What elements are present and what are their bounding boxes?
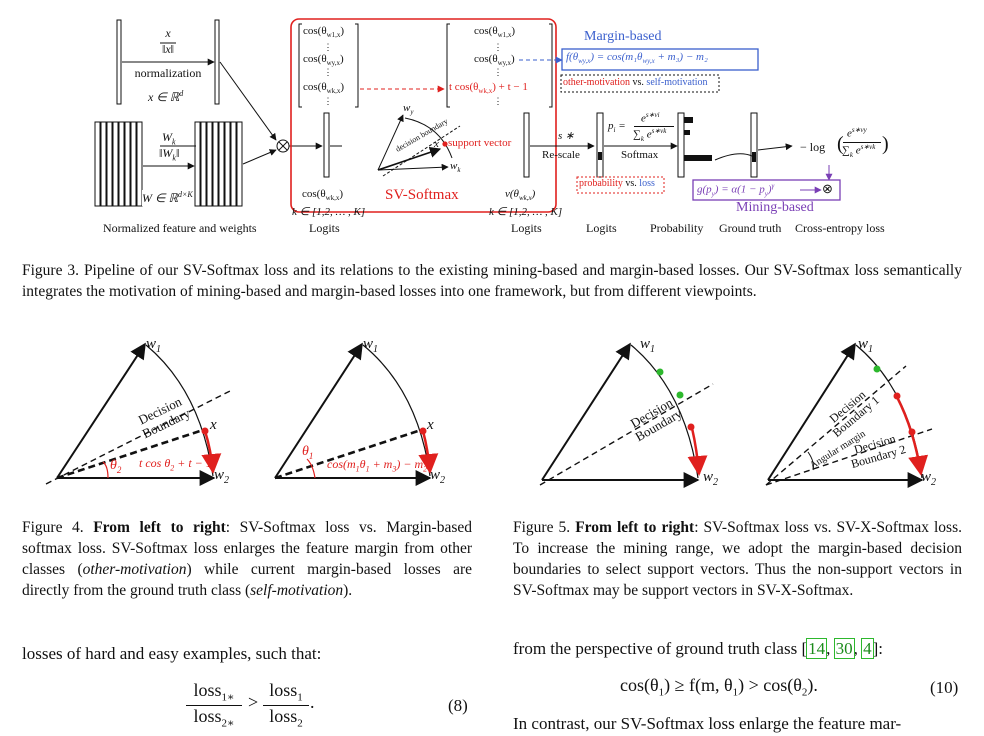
eq10-number: (10): [930, 676, 958, 700]
eq8-number: (8): [448, 694, 468, 718]
figure-5-caption: Figure 5. From left to right: SV-Softmax…: [513, 517, 962, 601]
fig4b-cosm: cos(m1θ1 + m3) − m2: [327, 457, 427, 473]
citation-4[interactable]: 4: [862, 639, 873, 658]
left-column-text: losses of hard and easy examples, such t…: [22, 642, 321, 666]
fig4a-theta2: θ2: [110, 458, 121, 475]
eq8-den-left: loss2∗: [186, 706, 242, 730]
fig5-left-diagram: [540, 344, 713, 485]
equation-10: cos(θ1) ≥ f(m, θ1) > cos(θ2).: [620, 675, 818, 699]
eq8-gt: >: [248, 692, 258, 713]
fig4a-x: x: [210, 417, 217, 434]
fig4b-theta1: θ1: [302, 444, 313, 461]
fig4a-w2: w2: [214, 467, 229, 486]
eq8-den-right: loss2: [263, 706, 309, 730]
eq8-num-right: loss1: [263, 680, 309, 704]
fig5b-w1: w1: [858, 336, 873, 355]
figure-4-caption: Figure 4. From left to right: SV-Softmax…: [22, 517, 472, 601]
right-column-text: from the perspective of ground truth cla…: [513, 637, 883, 661]
right-column-text-2: In contrast, our SV-Softmax loss enlarge…: [513, 712, 901, 736]
fig4b-w1: w1: [363, 336, 378, 355]
fig4a-w1: w1: [146, 336, 161, 355]
citation-14[interactable]: 14: [807, 639, 826, 658]
fig5a-w1: w1: [640, 336, 655, 355]
fig5a-w2: w2: [703, 469, 718, 488]
fig4b-x: x: [427, 417, 434, 434]
fig4a-tcos: t cos θ2 + t − 1: [139, 456, 212, 472]
fig4b-w2: w2: [430, 467, 445, 486]
equation-8: loss1∗ loss2∗ > loss1 loss2 .: [186, 680, 466, 730]
fig5b-w2: w2: [921, 469, 936, 488]
eq8-num-left: loss1∗: [186, 680, 242, 704]
citation-30[interactable]: 30: [835, 639, 854, 658]
